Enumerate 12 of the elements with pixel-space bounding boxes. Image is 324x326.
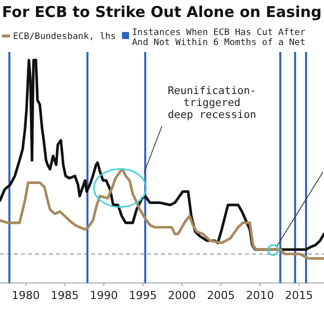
legend-label: ECB/Bundesbank, lhs bbox=[13, 32, 116, 42]
x-tick-label: 2005 bbox=[206, 289, 235, 302]
x-tick-label: 2000 bbox=[168, 289, 196, 302]
x-tick-label: 1995 bbox=[128, 289, 157, 302]
chart-title: For ECB to Strike Out Alone on Easing bbox=[2, 3, 322, 21]
x-tick-label: 2015 bbox=[285, 289, 314, 302]
x-tick-label: 1990 bbox=[90, 289, 118, 302]
annotation: Reunification- triggered deep recession bbox=[168, 85, 256, 121]
x-tick-label: 1980 bbox=[12, 289, 40, 302]
x-tick-label: 1985 bbox=[50, 289, 79, 302]
x-tick-label: 2010 bbox=[246, 289, 274, 302]
text: Instances When ECB Has Cut After And Not Within 6 Momths of a Net bbox=[132, 28, 306, 48]
